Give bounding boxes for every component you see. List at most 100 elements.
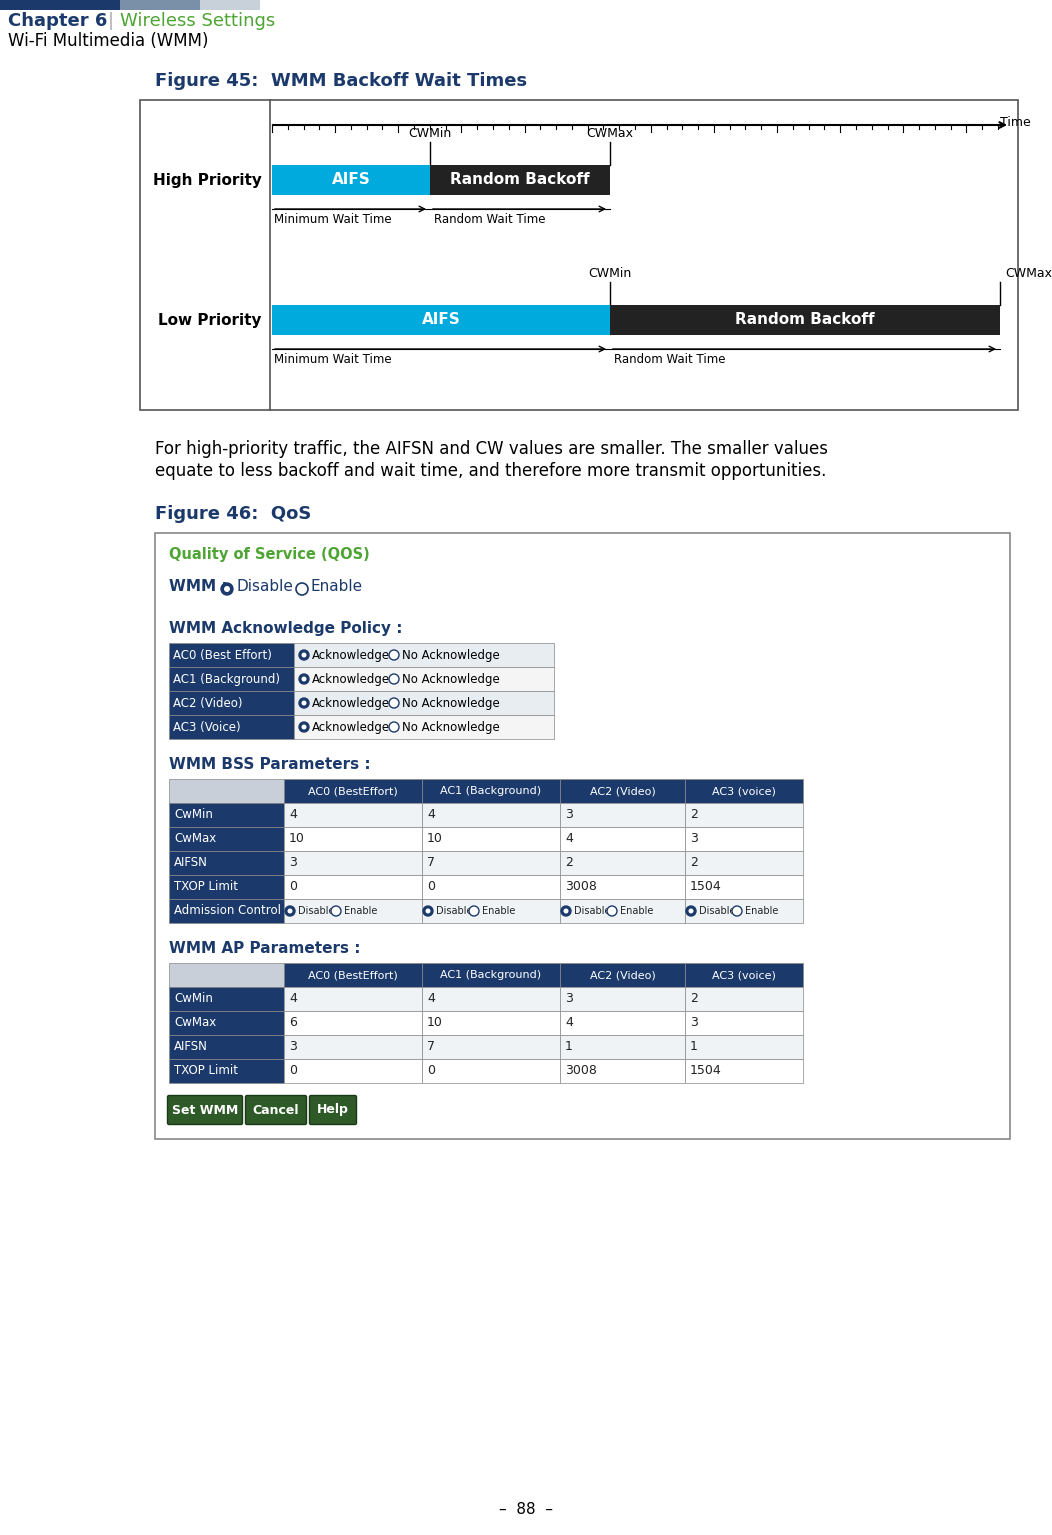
- Text: WMM Acknowledge Policy :: WMM Acknowledge Policy :: [169, 622, 403, 635]
- Circle shape: [224, 586, 230, 593]
- Text: AC0 (BestEffort): AC0 (BestEffort): [308, 970, 398, 979]
- Text: TXOP Limit: TXOP Limit: [174, 1064, 238, 1078]
- Circle shape: [561, 906, 571, 916]
- Bar: [169, 643, 294, 668]
- Text: 0: 0: [427, 881, 434, 893]
- Bar: [169, 962, 284, 987]
- Text: TXOP Limit: TXOP Limit: [174, 881, 238, 893]
- Bar: [169, 827, 284, 850]
- Text: Minimum Wait Time: Minimum Wait Time: [274, 213, 391, 226]
- Bar: [169, 715, 294, 738]
- Text: No Acknowledge: No Acknowledge: [402, 720, 500, 734]
- Circle shape: [302, 725, 306, 729]
- Bar: [169, 691, 294, 715]
- Text: AC2 (Video): AC2 (Video): [589, 970, 655, 979]
- Text: 6: 6: [289, 1016, 297, 1030]
- Text: No Acknowledge: No Acknowledge: [402, 672, 500, 686]
- Bar: [169, 900, 284, 923]
- Circle shape: [221, 583, 232, 596]
- Text: CWMax: CWMax: [1005, 267, 1052, 279]
- Text: AIFSN: AIFSN: [174, 857, 208, 869]
- Bar: [284, 875, 422, 900]
- Bar: [169, 1035, 284, 1059]
- Circle shape: [299, 649, 309, 660]
- Circle shape: [686, 906, 696, 916]
- Text: 2: 2: [690, 993, 697, 1005]
- Circle shape: [469, 906, 479, 916]
- Bar: [560, 827, 685, 850]
- Text: Random Wait Time: Random Wait Time: [434, 213, 546, 226]
- Bar: [169, 668, 294, 691]
- Text: WMM :: WMM :: [169, 579, 227, 594]
- Text: Wireless Settings: Wireless Settings: [120, 12, 276, 31]
- Text: Help: Help: [317, 1104, 349, 1116]
- Text: CwMin: CwMin: [174, 809, 213, 821]
- Text: 10: 10: [427, 1016, 443, 1030]
- Circle shape: [302, 677, 306, 682]
- Text: 4: 4: [565, 1016, 573, 1030]
- Text: AC0 (Best Effort): AC0 (Best Effort): [173, 648, 271, 662]
- Bar: [430, 164, 610, 195]
- Bar: [560, 962, 685, 987]
- Text: Minimum Wait Time: Minimum Wait Time: [274, 353, 391, 365]
- Bar: [284, 1059, 422, 1084]
- Text: Acknowledge: Acknowledge: [312, 720, 390, 734]
- Text: 3: 3: [289, 857, 297, 869]
- Text: CWMax: CWMax: [587, 127, 633, 140]
- Text: AIFS: AIFS: [422, 313, 461, 327]
- Circle shape: [296, 583, 308, 596]
- Bar: [284, 962, 422, 987]
- Text: Enable: Enable: [620, 906, 653, 916]
- Text: 3: 3: [565, 809, 573, 821]
- Bar: [294, 668, 554, 691]
- Circle shape: [302, 652, 306, 657]
- Text: –  88  –: – 88 –: [499, 1503, 553, 1518]
- Bar: [169, 1059, 284, 1084]
- Text: 2: 2: [690, 809, 697, 821]
- Bar: [685, 875, 803, 900]
- Text: Disable: Disable: [298, 906, 335, 916]
- Bar: [685, 850, 803, 875]
- Text: |: |: [108, 12, 114, 31]
- Bar: [272, 164, 430, 195]
- Text: Figure 46:  QoS: Figure 46: QoS: [155, 505, 311, 523]
- Bar: [169, 987, 284, 1012]
- Bar: [685, 987, 803, 1012]
- Text: Acknowledge: Acknowledge: [312, 648, 390, 662]
- Text: Cancel: Cancel: [252, 1104, 299, 1116]
- Circle shape: [389, 698, 399, 708]
- Circle shape: [389, 721, 399, 732]
- Text: CwMax: CwMax: [174, 832, 217, 846]
- Text: 3: 3: [690, 832, 697, 846]
- Text: Time: Time: [1000, 117, 1031, 129]
- Circle shape: [688, 909, 693, 913]
- Bar: [422, 1059, 560, 1084]
- Text: CwMin: CwMin: [174, 993, 213, 1005]
- Text: Random Backoff: Random Backoff: [735, 313, 875, 327]
- Text: WMM AP Parameters :: WMM AP Parameters :: [169, 941, 361, 956]
- Bar: [422, 827, 560, 850]
- Bar: [169, 875, 284, 900]
- Text: AC3 (voice): AC3 (voice): [712, 786, 776, 797]
- Text: CWMin: CWMin: [408, 127, 451, 140]
- Bar: [140, 100, 1018, 410]
- Text: 1504: 1504: [690, 881, 722, 893]
- Bar: [284, 1012, 422, 1035]
- Text: 10: 10: [427, 832, 443, 846]
- Circle shape: [299, 698, 309, 708]
- Text: AC1 (Background): AC1 (Background): [173, 672, 280, 686]
- Bar: [560, 1059, 685, 1084]
- Bar: [284, 827, 422, 850]
- Text: 4: 4: [565, 832, 573, 846]
- Bar: [560, 987, 685, 1012]
- Text: 2: 2: [565, 857, 573, 869]
- Text: Quality of Service (QOS): Quality of Service (QOS): [169, 546, 369, 562]
- Text: Enable: Enable: [745, 906, 778, 916]
- Bar: [272, 305, 610, 335]
- Bar: [422, 900, 560, 923]
- Circle shape: [425, 909, 430, 913]
- Text: 4: 4: [427, 993, 434, 1005]
- Text: Figure 45:  WMM Backoff Wait Times: Figure 45: WMM Backoff Wait Times: [155, 72, 527, 91]
- Text: 7: 7: [427, 857, 434, 869]
- Bar: [685, 1012, 803, 1035]
